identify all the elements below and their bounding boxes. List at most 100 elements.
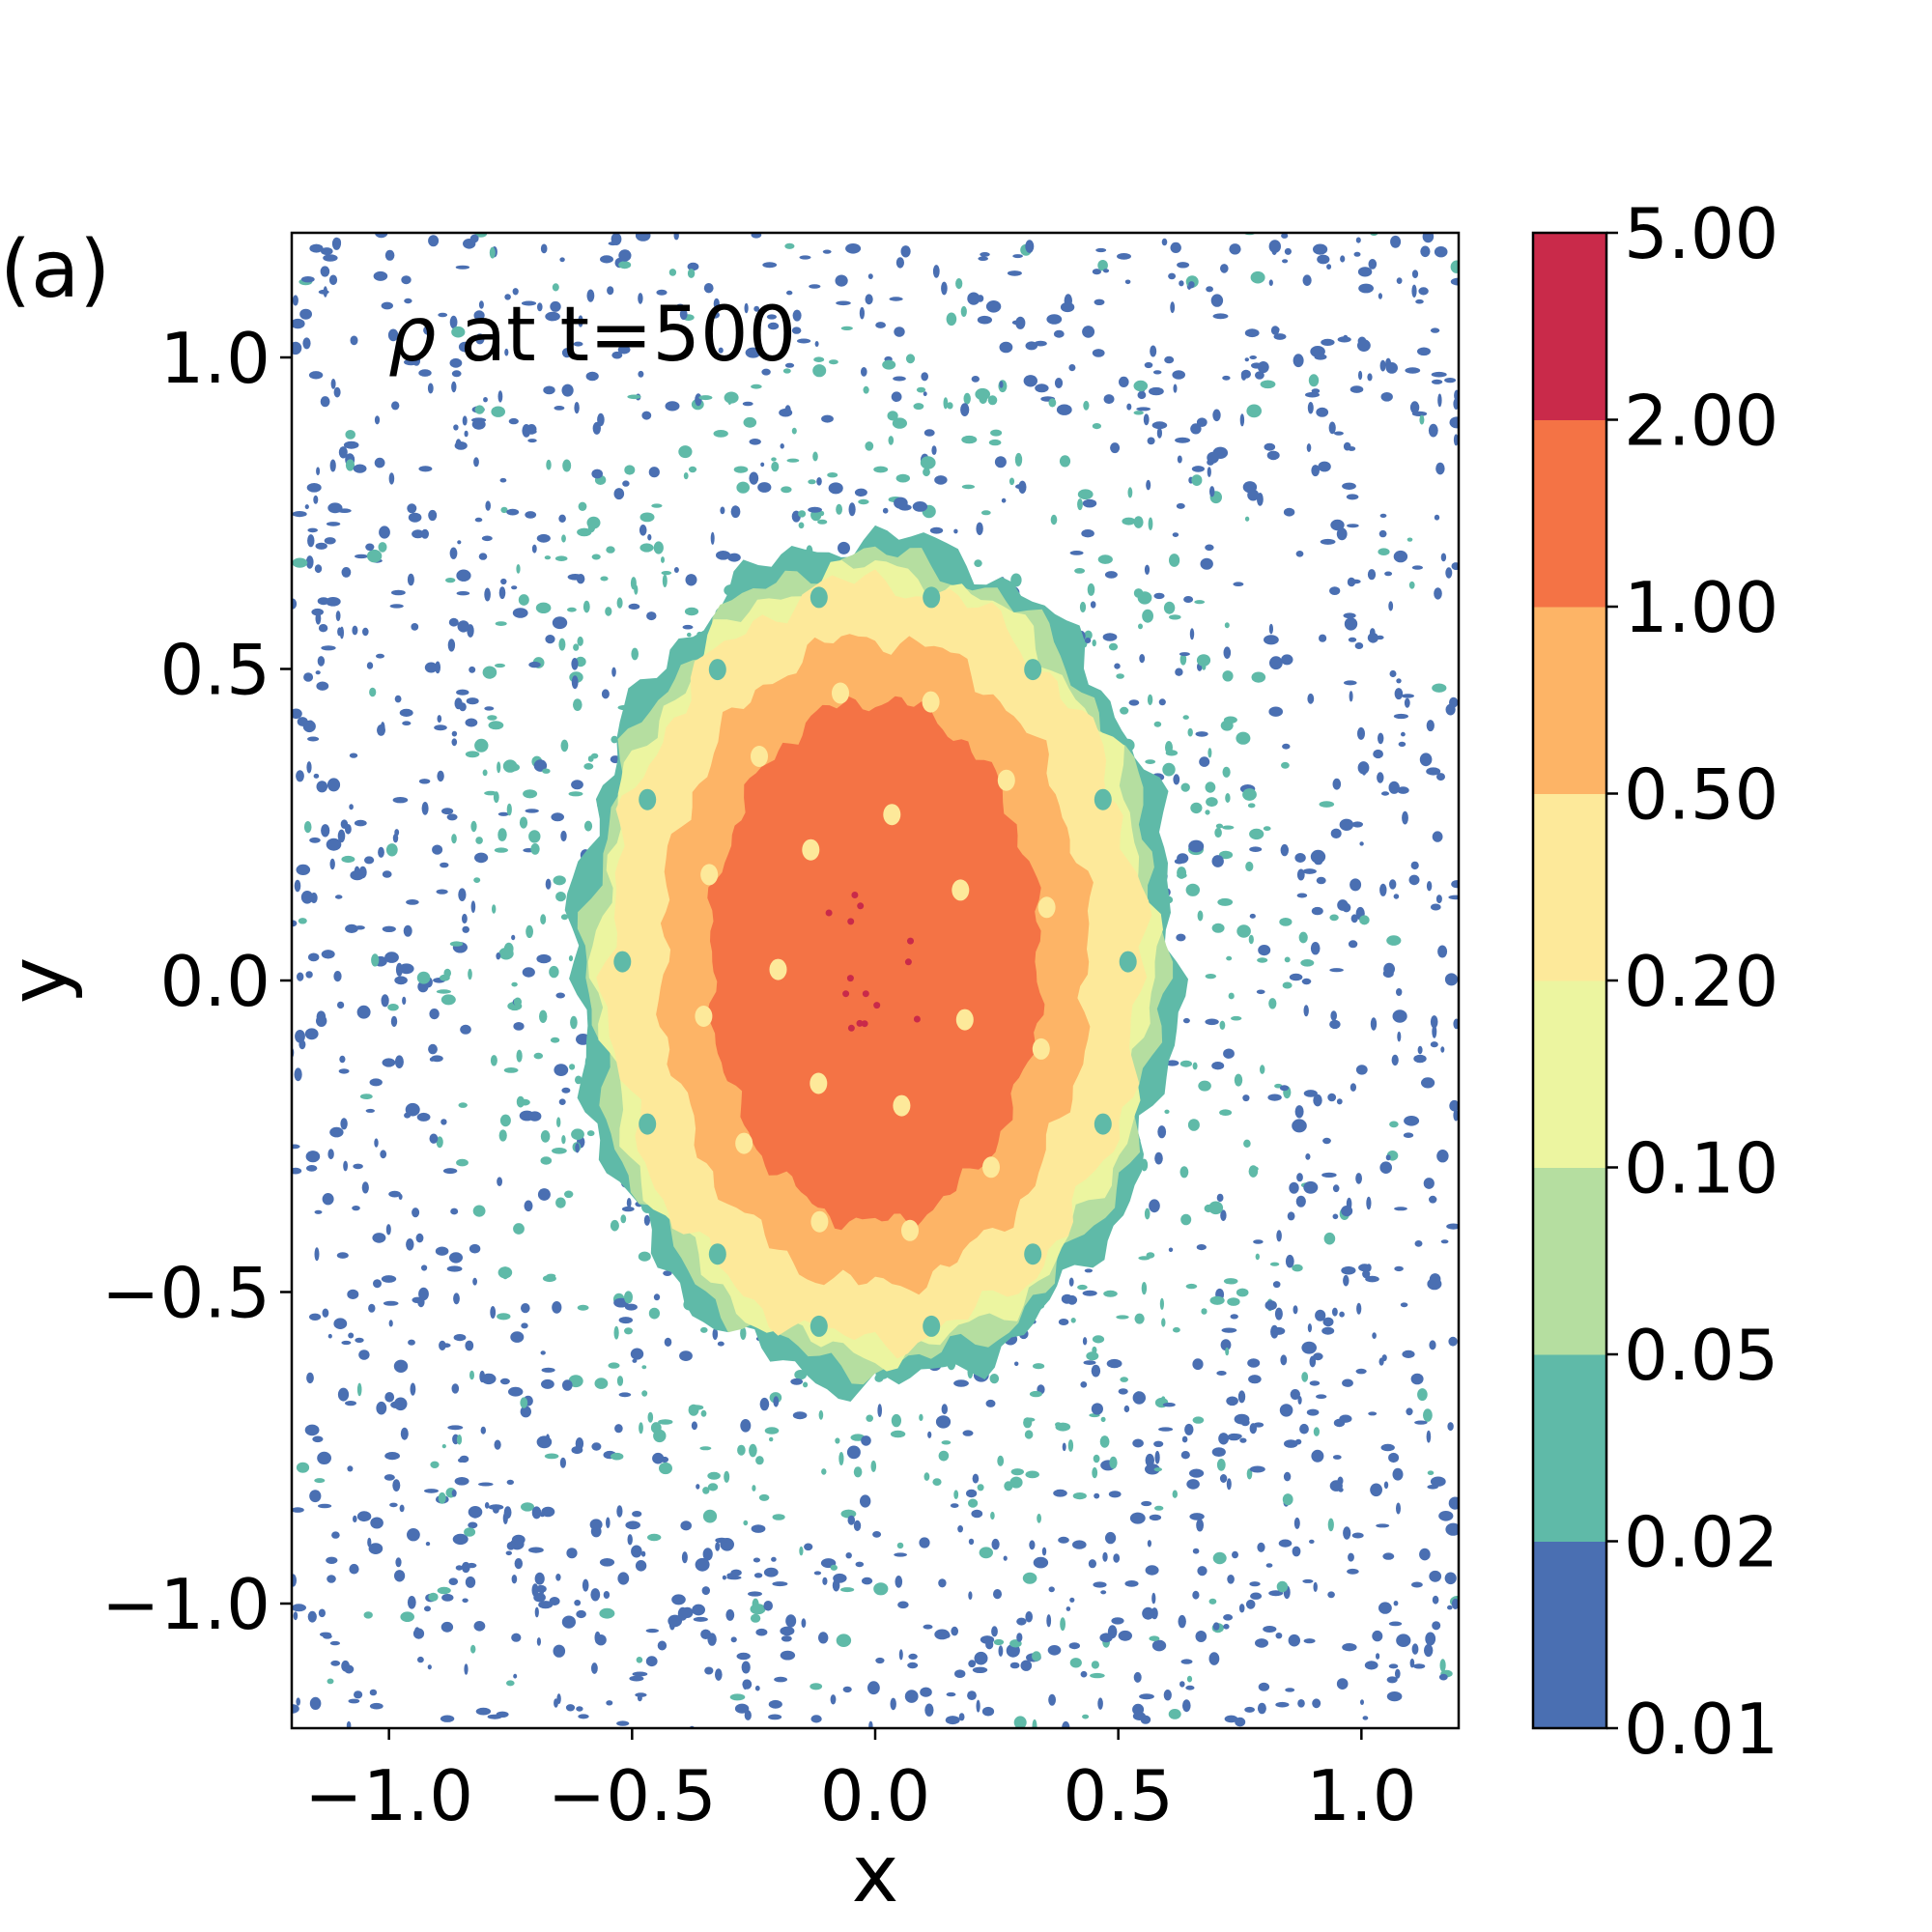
speckle-dot bbox=[488, 721, 504, 730]
speckle-dot bbox=[1450, 260, 1459, 273]
speckle-dot bbox=[755, 1456, 764, 1465]
speckle-dot bbox=[608, 1362, 620, 1369]
speckle-dot bbox=[1216, 1371, 1227, 1376]
speckle-dot bbox=[691, 1421, 698, 1431]
speckle-dot bbox=[754, 1685, 760, 1691]
speckle-dot bbox=[1091, 1661, 1099, 1669]
speckle-dot bbox=[447, 639, 456, 652]
speckle-dot bbox=[743, 416, 757, 428]
speckle-dot bbox=[905, 354, 916, 364]
speckle-dot bbox=[498, 1129, 507, 1142]
speckle-dot bbox=[1263, 1626, 1277, 1633]
speckle-dot bbox=[459, 702, 467, 712]
speckle-dot bbox=[1050, 514, 1058, 526]
speckle-dot bbox=[1446, 1223, 1459, 1230]
speckle-dot bbox=[468, 1506, 483, 1519]
speckle-dot bbox=[1014, 1361, 1019, 1367]
speckle-dot bbox=[1185, 1685, 1195, 1690]
speckle-dot bbox=[393, 1359, 409, 1374]
speckle-dot bbox=[327, 1678, 334, 1685]
speckle-dot bbox=[1378, 1357, 1384, 1366]
speckle-dot bbox=[1350, 1083, 1356, 1092]
speckle-dot bbox=[1159, 1297, 1164, 1310]
speckle-dot bbox=[456, 1158, 469, 1167]
speckle-dot bbox=[464, 1527, 476, 1537]
speckle-dot bbox=[1415, 298, 1424, 304]
speckle-dot bbox=[804, 1543, 813, 1551]
speckle-dot bbox=[920, 1687, 932, 1697]
speckle-dot bbox=[1428, 423, 1438, 438]
speckle-dot bbox=[716, 551, 731, 560]
speckle-dot bbox=[600, 576, 609, 582]
speckle-dot bbox=[1269, 656, 1283, 670]
speckle-dot bbox=[1173, 1326, 1180, 1333]
speckle-dot bbox=[330, 379, 336, 389]
speckle-dot bbox=[1182, 1017, 1190, 1024]
speckle-dot bbox=[1434, 514, 1440, 521]
speckle-dot bbox=[372, 1233, 386, 1243]
speckle-dot bbox=[331, 1531, 340, 1539]
speckle-dot bbox=[891, 391, 902, 403]
speckle-dot bbox=[882, 359, 896, 370]
speckle-dot bbox=[1247, 1358, 1261, 1368]
speckle-dot bbox=[1293, 354, 1304, 368]
speckle-dot bbox=[337, 508, 352, 513]
speckle-dot bbox=[1313, 1094, 1322, 1107]
speckle-dot bbox=[1239, 413, 1245, 427]
speckle-dot bbox=[1366, 1196, 1372, 1210]
speckle-dot bbox=[1165, 741, 1173, 754]
speckle-dot bbox=[334, 895, 343, 899]
speckle-dot bbox=[699, 1446, 712, 1451]
speckle-dot bbox=[1205, 974, 1217, 980]
speckle-dot bbox=[352, 1206, 360, 1211]
speckle-dot bbox=[573, 341, 583, 347]
speckle-dot bbox=[1372, 1332, 1377, 1339]
speckle-dot bbox=[1196, 654, 1211, 667]
speckle-dot bbox=[410, 1382, 416, 1396]
speckle-dot bbox=[1177, 455, 1182, 464]
speckle-dot bbox=[565, 1704, 576, 1712]
speckle-dot bbox=[350, 869, 365, 881]
speckle-dot bbox=[1306, 1408, 1320, 1416]
speckle-dot bbox=[465, 1340, 474, 1351]
speckle-dot bbox=[1141, 1282, 1148, 1295]
speckle-dot bbox=[570, 1015, 578, 1030]
speckle-dot bbox=[1389, 879, 1397, 890]
speckle-dot bbox=[616, 597, 623, 609]
speckle-dot bbox=[540, 1130, 551, 1143]
speckle-dot bbox=[388, 1320, 393, 1327]
speckle-dot bbox=[1154, 1505, 1164, 1511]
speckle-dot bbox=[1397, 786, 1409, 794]
speckle-dot bbox=[504, 348, 509, 356]
speckle-dot bbox=[1032, 1719, 1037, 1728]
speckle-dot bbox=[673, 567, 679, 573]
speckle-dot bbox=[1439, 1659, 1446, 1672]
speckle-dot bbox=[1305, 391, 1320, 398]
speckle-dot bbox=[378, 542, 387, 553]
speckle-dot bbox=[1336, 1098, 1343, 1105]
speckle-dot bbox=[394, 1570, 406, 1582]
colorbar-segment bbox=[1533, 980, 1606, 1168]
speckle-dot bbox=[1311, 906, 1323, 916]
speckle-dot bbox=[966, 1489, 978, 1498]
speckle-dot bbox=[894, 497, 908, 509]
speckle-dot bbox=[1357, 336, 1367, 346]
speckle-dot bbox=[912, 501, 928, 512]
speckle-dot bbox=[1191, 466, 1205, 472]
speckle-dot bbox=[549, 965, 559, 979]
speckle-dot bbox=[384, 1474, 395, 1481]
speckle-dot bbox=[516, 1049, 523, 1063]
speckle-dot bbox=[1379, 1161, 1392, 1174]
speckle-dot bbox=[1164, 355, 1175, 364]
speckle-dot bbox=[358, 1350, 370, 1360]
speckle-dot bbox=[1237, 1390, 1246, 1404]
speckle-dot bbox=[1430, 1476, 1446, 1487]
speckle-dot bbox=[873, 466, 889, 473]
speckle-dot bbox=[1003, 1555, 1008, 1561]
x-tick-label: 0.5 bbox=[1063, 1755, 1174, 1836]
speckle-dot bbox=[304, 504, 309, 510]
speckle-dot bbox=[421, 802, 429, 815]
speckle-dot bbox=[1084, 638, 1092, 643]
speckle-dot bbox=[1053, 1489, 1067, 1497]
speckle-dot bbox=[556, 1117, 561, 1127]
